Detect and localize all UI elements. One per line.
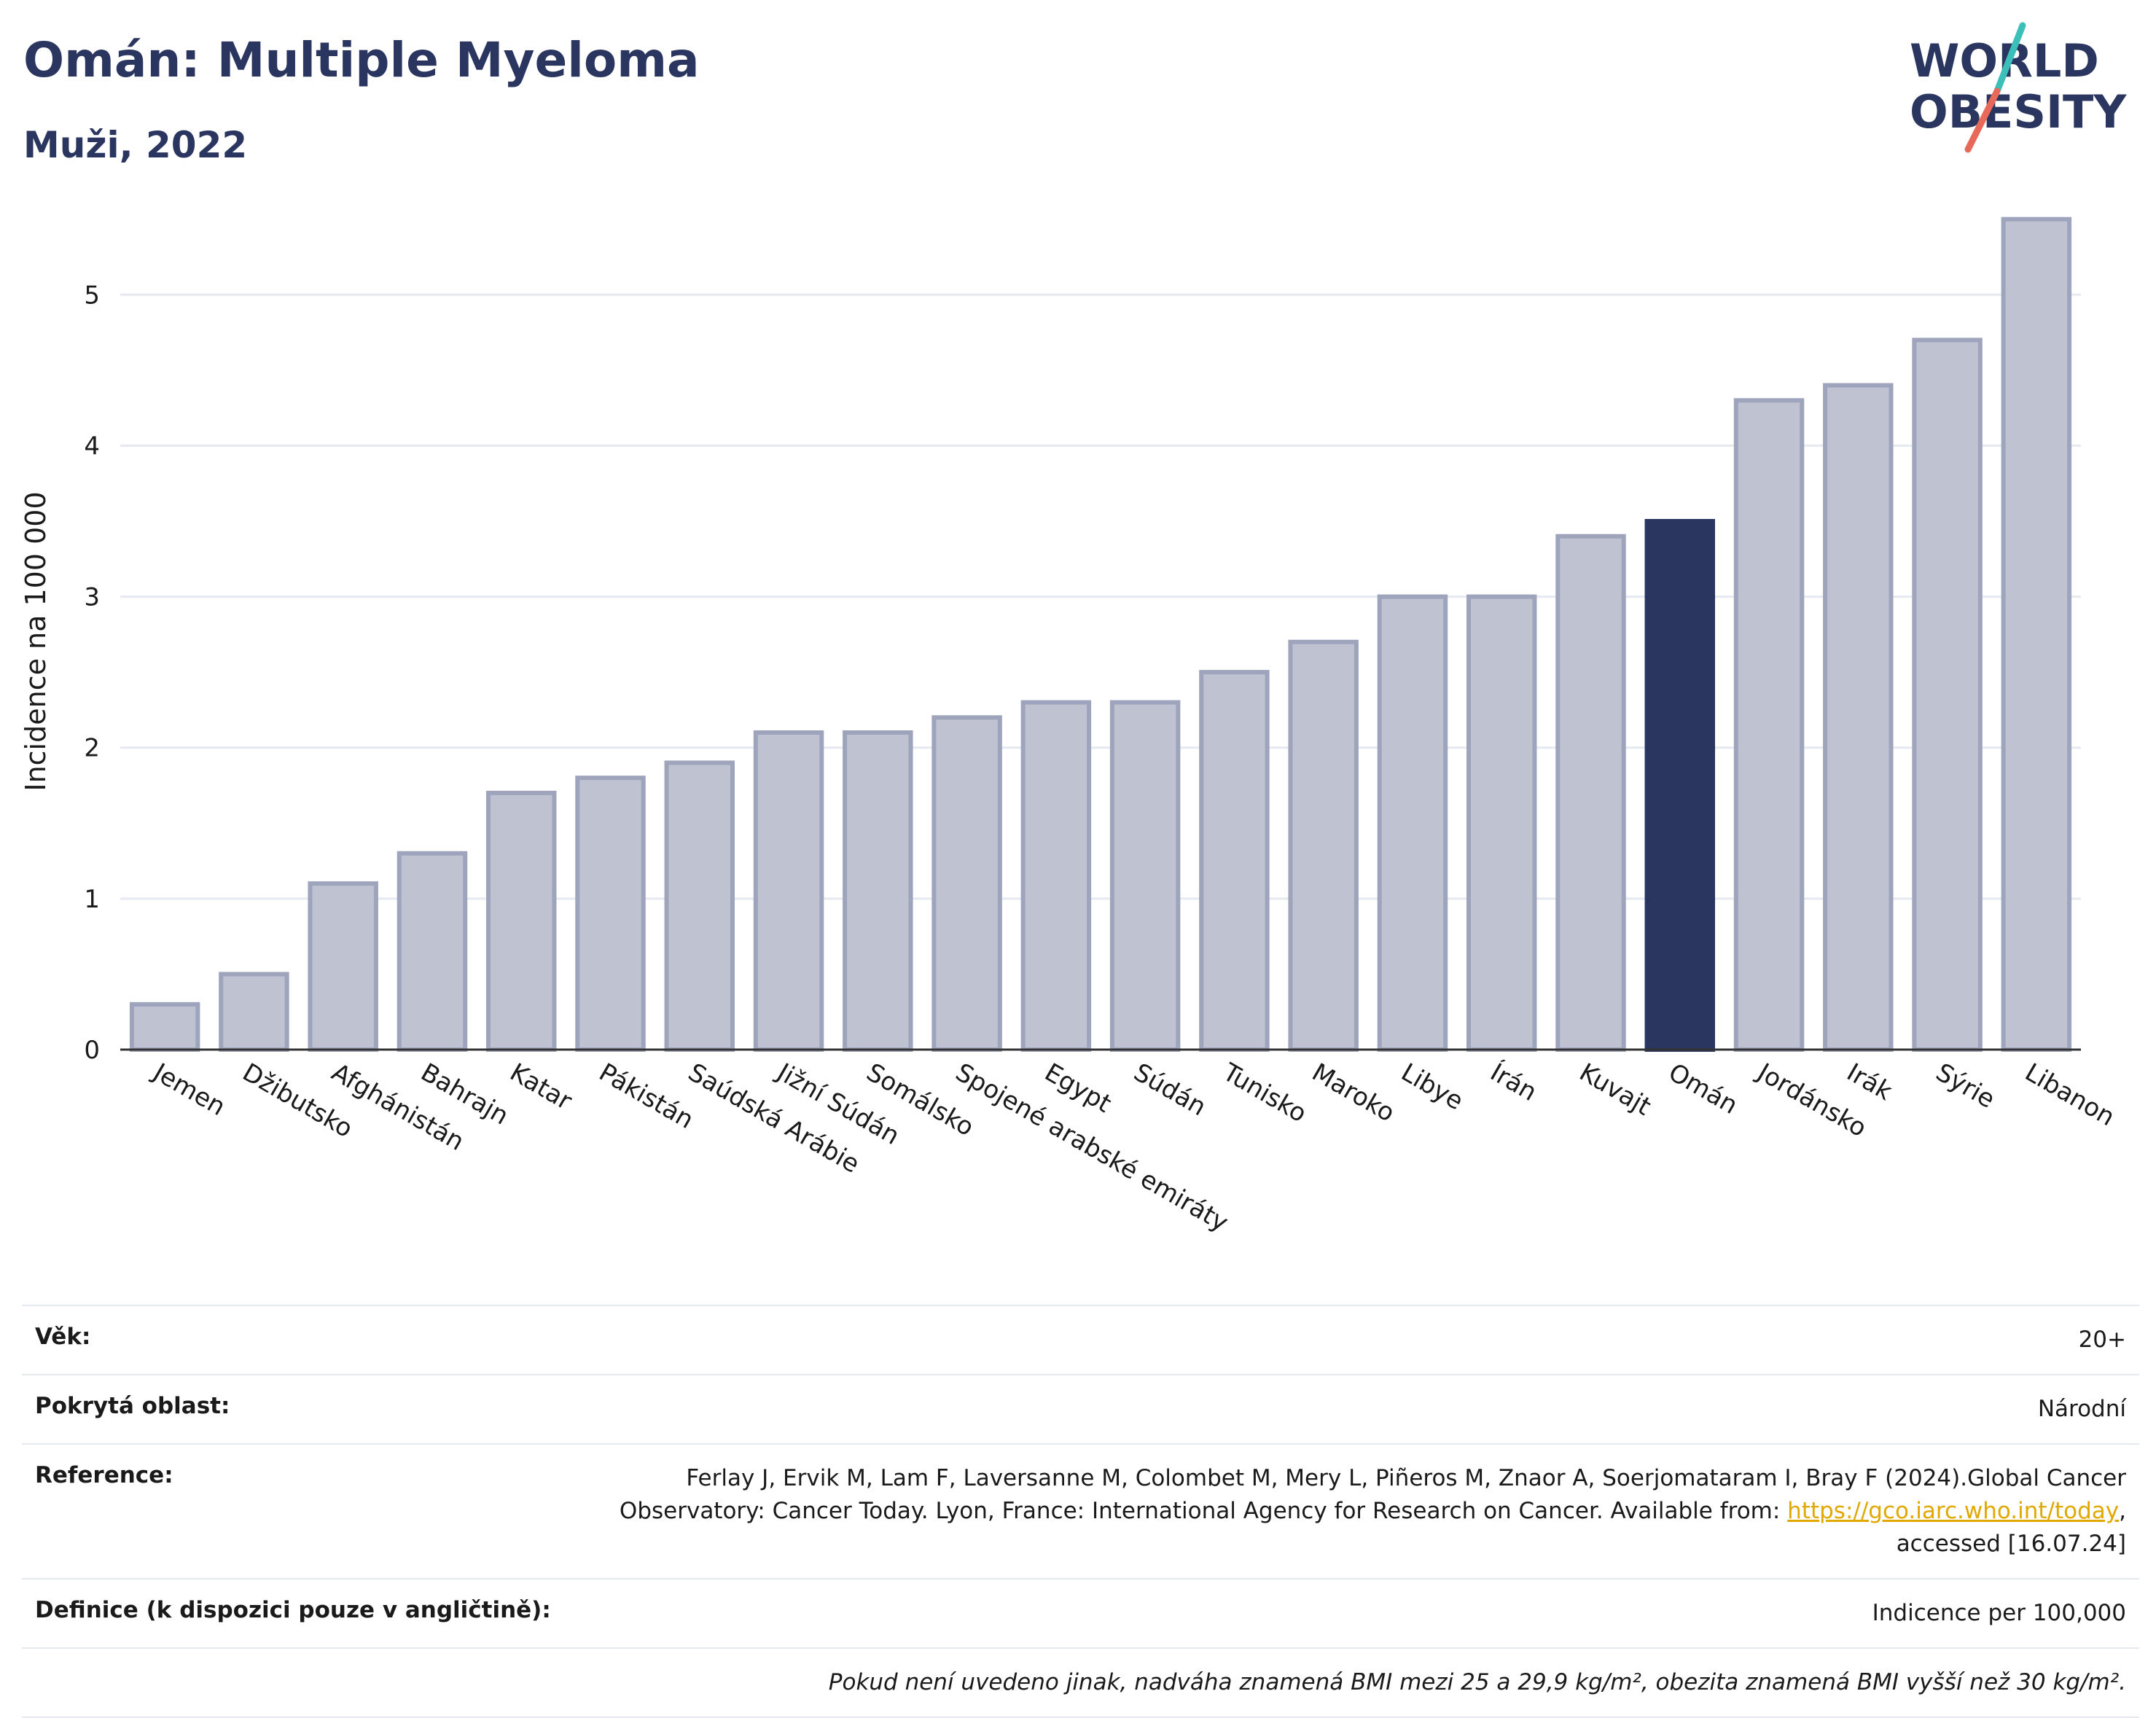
bar-8 — [843, 730, 913, 1052]
bar-18 — [1733, 398, 1805, 1052]
coverage-label: Pokrytá oblast: — [35, 1393, 230, 1419]
reference-link[interactable]: https://gco.iarc.who.int/today — [1787, 1498, 2120, 1524]
reference-value: Ferlay J, Ervik M, Lam F, Laversanne M, … — [559, 1462, 2126, 1561]
bar-19 — [1823, 383, 1894, 1053]
x-category-label: Maroko — [1307, 1058, 1399, 1128]
bar-20 — [1912, 337, 1983, 1052]
info-row-note: Pokud není uvedeno jinak, nadváha znamen… — [22, 1647, 2139, 1718]
page-subtitle: Muži, 2022 — [23, 124, 248, 166]
x-category-label: Súdán — [1129, 1058, 1211, 1122]
definition-label: Definice (k dispozici pouze v angličtině… — [35, 1597, 551, 1623]
bar-0 — [129, 1001, 200, 1053]
bar-12 — [1199, 670, 1270, 1052]
x-category-label: Katar — [505, 1058, 577, 1116]
bars — [129, 216, 2072, 1053]
y-tick-label: 5 — [84, 281, 100, 310]
y-axis-title: Incidence na 100 000 — [20, 491, 52, 791]
info-row-definition: Definice (k dispozici pouze v angličtině… — [22, 1578, 2139, 1647]
y-tick-label: 4 — [84, 432, 100, 461]
page-title: Omán: Multiple Myeloma — [23, 32, 700, 88]
logo-text-obesity: OBESITY — [1910, 85, 2127, 138]
bar-1 — [219, 972, 289, 1053]
logo-slash-red — [1964, 87, 2001, 153]
bar-10 — [1020, 700, 1092, 1052]
age-label: Věk: — [35, 1324, 91, 1350]
bar-9 — [931, 715, 1002, 1052]
y-tick-label: 0 — [84, 1036, 100, 1065]
bar-chart: 0 1 2 3 4 5 Jemen DžibutskoAfghánistánBahrajnK… — [20, 216, 2120, 1238]
y-tick-label: 2 — [84, 734, 100, 763]
age-value: 20+ — [2078, 1327, 2126, 1353]
bar-6 — [664, 760, 735, 1053]
bar-13 — [1288, 639, 1359, 1052]
x-category-label: Pákistán — [594, 1058, 698, 1135]
bar-11 — [1109, 700, 1181, 1052]
coverage-value: Národní — [2037, 1396, 2126, 1422]
x-category-label: Tunisko — [1217, 1058, 1311, 1129]
x-category-label: Jemen — [147, 1057, 230, 1122]
x-category-label: Kuvajt — [1574, 1058, 1656, 1122]
logo-slash-teal — [1993, 22, 2026, 95]
bar-7 — [753, 730, 824, 1052]
bar-14 — [1377, 594, 1448, 1052]
reference-text: Ferlay J, Ervik M, Lam F, Laversanne M, … — [619, 1465, 2126, 1524]
bar-2 — [308, 881, 378, 1053]
y-axis-ticks: 0 1 2 3 4 5 — [84, 281, 100, 1065]
y-tick-label: 1 — [84, 885, 100, 914]
info-row-age: Věk: 20+ — [22, 1305, 2139, 1374]
bar-4 — [485, 790, 557, 1052]
y-tick-label: 3 — [84, 583, 100, 612]
definition-value: Indicence per 100,000 — [1872, 1600, 2126, 1626]
info-table: Věk: 20+ Pokrytá oblast: Národní Referen… — [22, 1305, 2139, 1718]
x-category-label: Omán — [1663, 1058, 1743, 1120]
bar-16 — [1555, 534, 1626, 1052]
x-category-label: Libanon — [2020, 1058, 2120, 1132]
bmi-note: Pokud není uvedeno jinak, nadváha znamen… — [828, 1669, 2126, 1695]
x-category-label: Irák — [1842, 1058, 1897, 1106]
bar-3 — [397, 851, 468, 1052]
bar-21 — [2001, 216, 2072, 1053]
info-row-reference: Reference: Ferlay J, Ervik M, Lam F, Lav… — [22, 1443, 2139, 1578]
x-category-label: Libye — [1396, 1058, 1468, 1116]
x-category-label: Írán — [1485, 1057, 1542, 1107]
bar-15 — [1466, 594, 1537, 1052]
info-row-coverage: Pokrytá oblast: Národní — [22, 1374, 2139, 1443]
reference-accessed: , accessed [16.07.24] — [1896, 1498, 2126, 1557]
reference-label: Reference: — [35, 1462, 173, 1488]
bar-5 — [575, 776, 646, 1053]
bar-17 — [1644, 519, 1716, 1052]
world-obesity-logo: WORLD OBESITY — [1910, 22, 2127, 153]
x-category-label: Sýrie — [1931, 1058, 2000, 1114]
